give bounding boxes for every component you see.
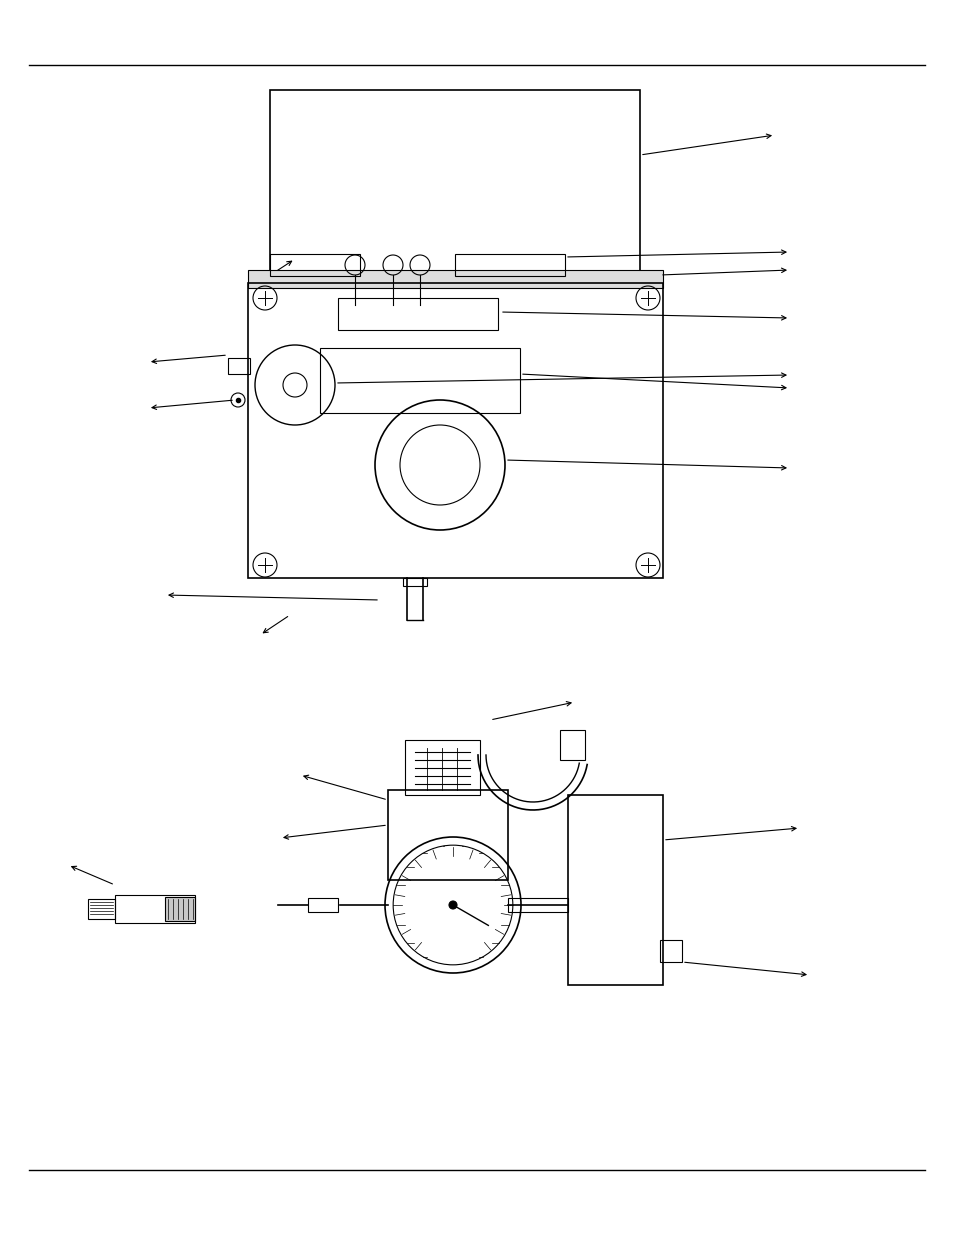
Bar [319,348,519,412]
Ellipse shape [449,902,456,909]
Bar [388,790,507,881]
Bar [165,897,194,921]
Bar [405,740,479,795]
Bar [337,298,497,330]
Bar [559,730,584,760]
Bar [248,283,662,578]
Bar [308,898,337,911]
Bar [270,90,639,275]
Bar [567,795,662,986]
Bar [228,358,250,374]
Bar [270,254,359,275]
Bar [88,899,115,919]
Bar [115,895,194,923]
Bar [248,270,662,288]
Bar [402,578,427,585]
Bar [507,898,567,911]
Bar [455,254,564,275]
Bar [659,940,681,962]
